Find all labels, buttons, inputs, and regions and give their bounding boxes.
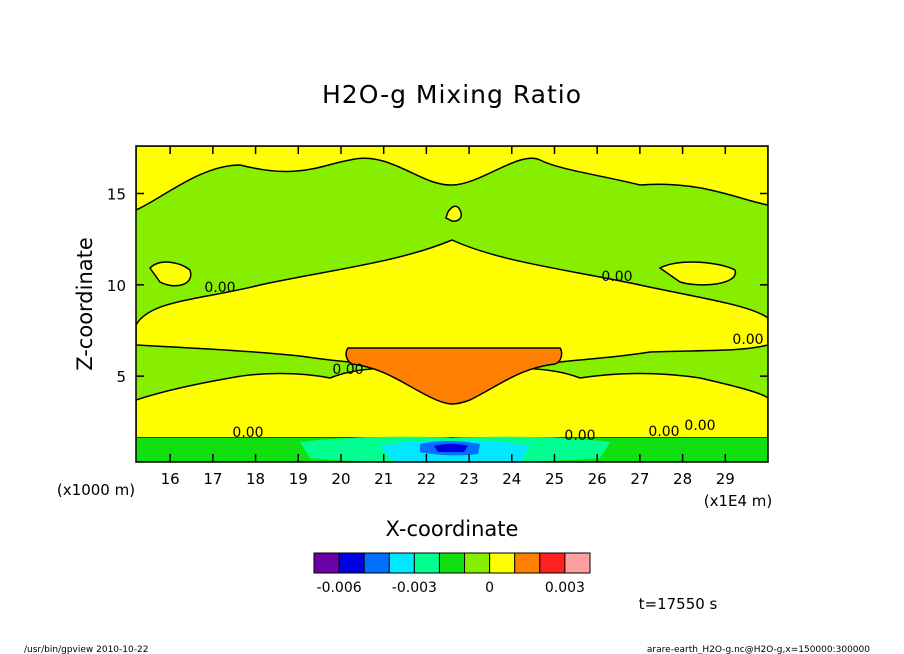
colorbar-tick-label: -0.006 <box>317 580 362 596</box>
field-yellow-right-blob <box>658 261 736 286</box>
time-label: t=17550 s <box>639 595 718 613</box>
x-unit-right: (x1E4 m) <box>704 492 773 510</box>
x-tick-label: 28 <box>673 470 692 488</box>
field-orange-plume <box>345 347 563 405</box>
x-axis-label: X-coordinate <box>386 517 519 541</box>
x-tick-label: 18 <box>246 470 265 488</box>
chart-title: H2O-g Mixing Ratio <box>322 80 582 109</box>
contour-labels: 0.00 0.00 0.00 0.00 0.00 0.00 0.00 0.00 <box>204 269 763 444</box>
x-unit-left: (x1000 m) <box>57 481 135 499</box>
colorbar-swatch <box>413 552 440 574</box>
x-tick-label: 23 <box>460 470 479 488</box>
x-tick-label: 16 <box>161 470 180 488</box>
colorbar-swatch <box>313 552 340 574</box>
colorbar-swatch <box>388 552 415 574</box>
field-yellow-top <box>136 146 768 211</box>
contour-label: 0.00 <box>601 269 632 285</box>
contour-label: 0.00 <box>204 280 235 296</box>
contour-label: 0.00 <box>232 425 263 441</box>
colorbar-ticks: -0.006 -0.003 0 0.003 <box>317 580 585 596</box>
colorbar-swatch <box>363 552 390 574</box>
contour-label: 0.00 <box>564 428 595 444</box>
colorbar-swatch <box>539 552 566 574</box>
colorbar-swatch <box>464 552 491 574</box>
colorbar <box>313 552 591 574</box>
contour-label: 0.00 <box>684 418 715 434</box>
field-yellow-blob <box>445 205 463 222</box>
contour-label: 0.00 <box>732 332 763 348</box>
x-tick-label: 19 <box>289 470 308 488</box>
y-tick-label: 5 <box>116 368 126 386</box>
x-tick-label: 29 <box>716 470 735 488</box>
x-axis: 16 17 18 19 20 21 22 23 24 25 26 27 28 29 <box>161 146 735 488</box>
x-tick-label: 17 <box>203 470 222 488</box>
colorbar-swatch <box>514 552 541 574</box>
y-tick-label: 15 <box>107 185 126 203</box>
colorbar-swatch <box>338 552 365 574</box>
x-tick-label: 24 <box>502 470 521 488</box>
footer-right: arare-earth_H2O-g.nc@H2O-g,x=150000:3000… <box>647 645 870 654</box>
footer-left: /usr/bin/gpview 2010-10-22 <box>24 645 148 654</box>
x-tick-label: 22 <box>417 470 436 488</box>
colorbar-swatch <box>564 552 591 574</box>
colorbar-swatch <box>489 552 516 574</box>
y-axis: 5 10 15 <box>107 185 768 386</box>
x-tick-label: 27 <box>630 470 649 488</box>
x-tick-label: 20 <box>331 470 350 488</box>
plot-area <box>136 146 768 462</box>
colorbar-tick-label: 0.003 <box>545 580 585 596</box>
colorbar-tick-label: -0.003 <box>392 580 437 596</box>
y-axis-label: Z-coordinate <box>73 237 97 371</box>
x-tick-label: 25 <box>545 470 564 488</box>
x-tick-label: 21 <box>374 470 393 488</box>
colorbar-tick-label: 0 <box>485 580 494 596</box>
plot-frame <box>135 145 769 463</box>
contour-label: 0.00 <box>648 424 679 440</box>
contour-label: 0.00 <box>332 362 363 378</box>
y-tick-label: 10 <box>107 277 126 295</box>
field-yellow-left-blob <box>149 261 192 287</box>
colorbar-swatch <box>438 552 466 574</box>
field-darkblue-bottom <box>434 443 468 452</box>
x-tick-label: 26 <box>588 470 607 488</box>
